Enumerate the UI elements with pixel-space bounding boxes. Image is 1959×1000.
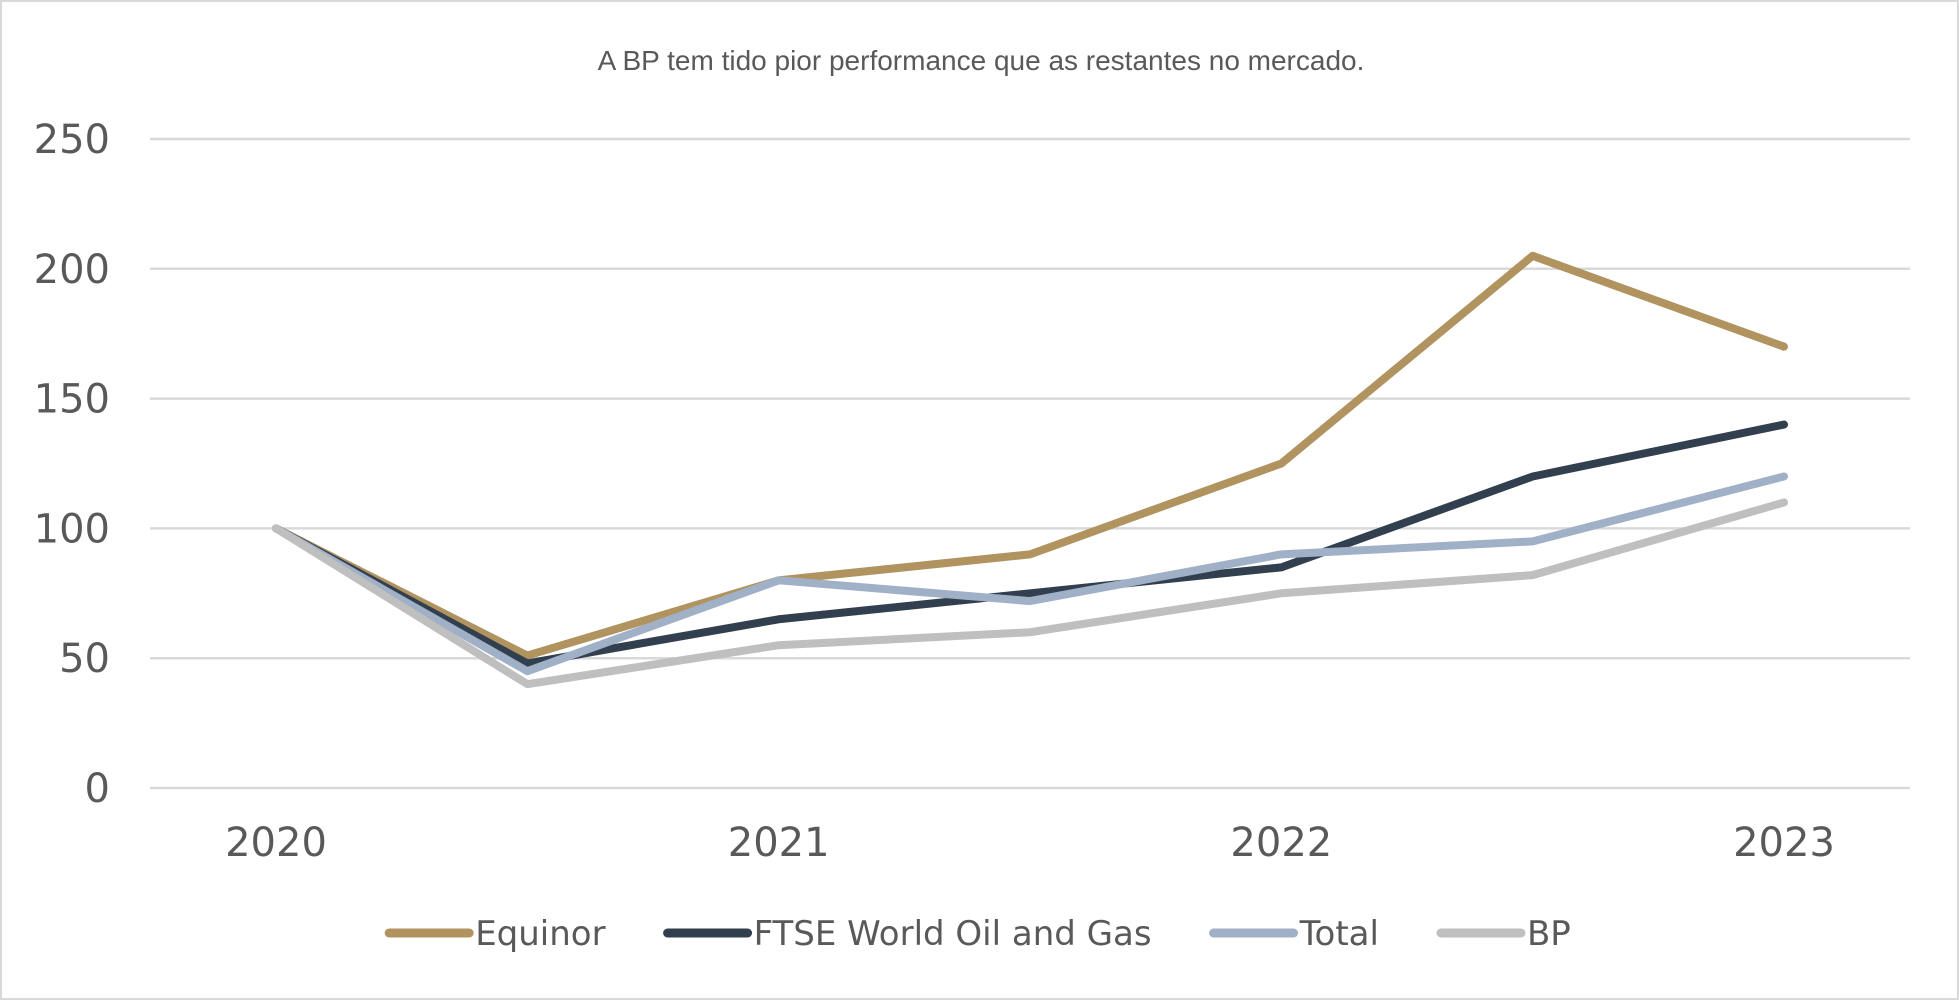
legend: Equinor FTSE World Oil and Gas Total BP xyxy=(384,914,1571,954)
series-line-equinor xyxy=(272,251,1788,660)
x-tick-label: 2022 xyxy=(1230,820,1332,866)
chart-title: A BP tem tido pior performance que as re… xyxy=(598,45,1365,76)
legend-label: FTSE World Oil and Gas xyxy=(754,914,1152,954)
series-lines xyxy=(272,251,1788,689)
y-tick-label: 0 xyxy=(85,766,110,812)
y-tick-label: 100 xyxy=(34,506,110,552)
gridlines xyxy=(150,137,1910,790)
legend-item: FTSE World Oil and Gas xyxy=(663,914,1152,954)
y-tick-label: 200 xyxy=(34,247,110,293)
x-axis-tick-labels: 2020 2021 2022 2023 xyxy=(225,820,1835,866)
series-line-bp xyxy=(272,498,1788,689)
x-tick-label: 2021 xyxy=(728,820,830,866)
y-tick-label: 250 xyxy=(34,117,110,163)
legend-label: Total xyxy=(1299,914,1379,954)
y-tick-label: 50 xyxy=(59,636,110,682)
x-tick-label: 2020 xyxy=(225,820,327,866)
legend-item: BP xyxy=(1436,914,1571,954)
legend-item: Total xyxy=(1209,914,1379,954)
legend-item: Equinor xyxy=(384,914,606,954)
y-axis-tick-labels: 0 50 100 150 200 250 xyxy=(34,117,110,812)
series-line-total xyxy=(272,472,1788,676)
legend-label: Equinor xyxy=(475,914,605,954)
series-line-ftse-world-oil-and-gas xyxy=(272,420,1788,668)
y-tick-label: 150 xyxy=(34,377,110,423)
legend-label: BP xyxy=(1527,914,1571,954)
x-tick-label: 2023 xyxy=(1733,820,1835,866)
